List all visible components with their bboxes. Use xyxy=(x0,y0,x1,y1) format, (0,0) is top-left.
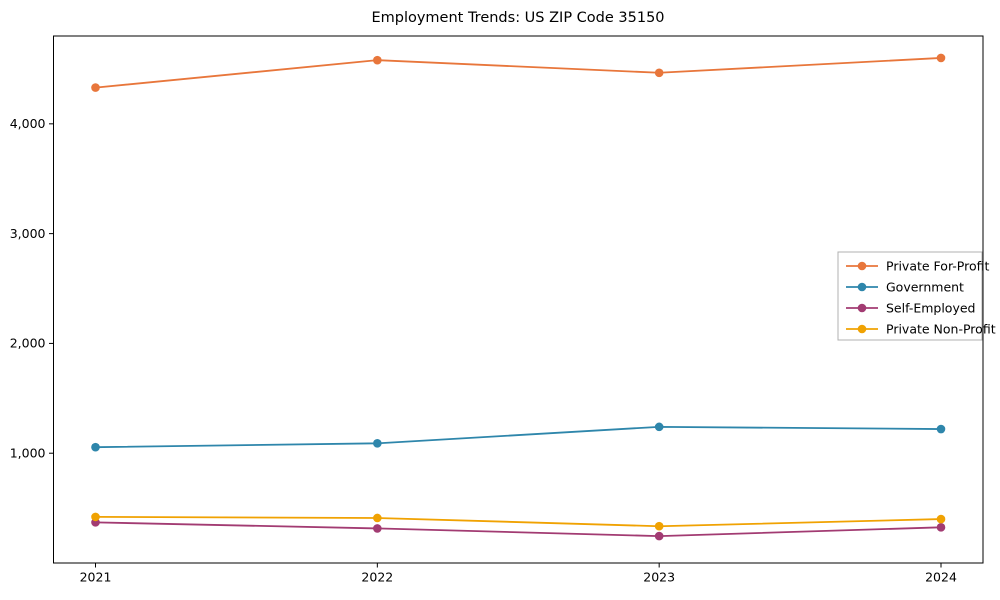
series-line-private-non-profit xyxy=(95,515,942,528)
legend-label: Private For-Profit xyxy=(886,258,989,273)
legend-marker-swatch xyxy=(857,261,867,271)
series-marker-private-for-profit xyxy=(373,55,382,65)
y-tick-label: 3,000 xyxy=(10,226,46,241)
series-marker-private-for-profit xyxy=(91,83,100,92)
series-marker-private-for-profit xyxy=(936,53,946,63)
legend-item: Private For-Profit xyxy=(846,258,989,273)
plot-frame xyxy=(53,35,984,564)
legend-label: Self-Employed xyxy=(886,300,975,315)
legend-marker-swatch xyxy=(857,303,867,313)
series-line-private-for-profit xyxy=(95,57,942,89)
y-tick-label: 1,000 xyxy=(10,446,46,461)
x-tick-label: 2024 xyxy=(925,570,957,585)
series-marker-self-employed xyxy=(373,524,382,533)
series-marker-government xyxy=(936,424,946,434)
legend-item: Government xyxy=(846,279,964,294)
series-marker-government xyxy=(91,442,100,452)
legend-label: Private Non-Profit xyxy=(886,321,996,336)
x-tick-label: 2023 xyxy=(643,570,675,585)
series-marker-private-for-profit xyxy=(654,68,664,78)
legend-item: Private Non-Profit xyxy=(846,321,996,336)
legend: Private For-Profit Government Self-Employe… xyxy=(837,251,996,341)
series-marker-private-non-profit xyxy=(936,514,946,524)
series-marker-private-non-profit xyxy=(654,521,664,531)
x-tick-label: 2021 xyxy=(80,570,112,585)
series-line-government xyxy=(95,425,942,449)
series-marker-government xyxy=(373,439,382,448)
legend-item: Self-Employed xyxy=(846,300,975,315)
series-marker-self-employed xyxy=(936,523,946,532)
y-tick-label: 2,000 xyxy=(10,336,46,351)
series-line-self-employed xyxy=(95,521,942,538)
y-tick-label: 4,000 xyxy=(10,116,46,131)
series-marker-private-non-profit xyxy=(373,513,382,523)
legend-label: Government xyxy=(886,279,964,294)
legend-marker-swatch xyxy=(857,324,867,334)
chart-title: Employment Trends: US ZIP Code 35150 xyxy=(371,10,665,26)
legend-marker-swatch xyxy=(857,282,867,292)
series-marker-government xyxy=(654,422,664,432)
series-marker-self-employed xyxy=(654,531,664,541)
x-tick-label: 2022 xyxy=(361,570,393,585)
series-marker-private-non-profit xyxy=(91,512,100,522)
